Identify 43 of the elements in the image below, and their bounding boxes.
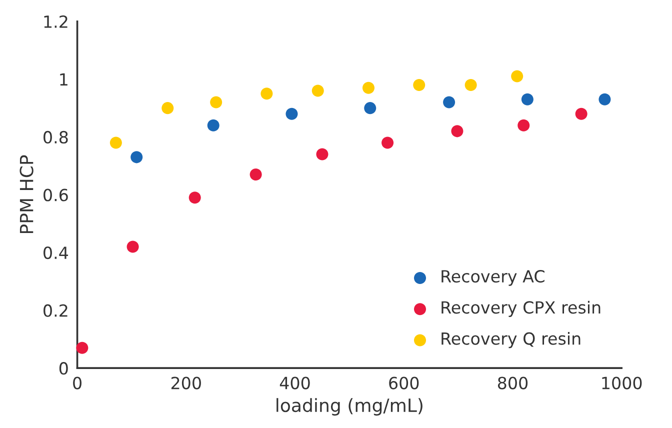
legend-label: Recovery AC	[442, 270, 544, 286]
point	[286, 108, 298, 120]
point	[76, 342, 88, 354]
point	[110, 136, 122, 149]
point	[598, 93, 611, 106]
y-tick-label: 0.6	[44, 188, 68, 202]
y-tick-label: 1.2	[44, 15, 68, 28]
point	[451, 125, 464, 138]
point	[126, 240, 139, 253]
point	[521, 93, 534, 106]
point	[188, 192, 201, 204]
point	[260, 88, 273, 100]
x-tick-label: 1000	[602, 376, 642, 390]
point	[312, 84, 324, 97]
point	[162, 102, 174, 114]
x-tick-label: 200	[171, 376, 201, 390]
point	[511, 70, 524, 82]
point	[443, 96, 456, 108]
point	[518, 119, 530, 132]
y-tick-label: 0	[59, 362, 68, 375]
y-tick-label: 1	[60, 73, 68, 86]
x-tick-label: 600	[389, 376, 419, 390]
y-tick-label: 0.8	[44, 130, 68, 144]
x-tick-label: 0	[73, 376, 82, 390]
point	[464, 78, 477, 91]
point	[364, 102, 376, 114]
point	[316, 148, 328, 160]
x-tick-label: 800	[498, 376, 528, 390]
point	[413, 78, 426, 91]
x-tick-label: 400	[280, 376, 310, 390]
y-tick-label: 0.2	[44, 304, 68, 317]
y-axis-title: PPM HCP	[20, 155, 34, 234]
point	[382, 136, 394, 149]
point	[250, 168, 262, 181]
point	[207, 119, 220, 132]
point	[130, 151, 143, 164]
point	[210, 96, 222, 108]
legend-label: Recovery Q resin	[442, 332, 580, 348]
point	[362, 82, 375, 94]
legend-label: Recovery CPX resin	[442, 300, 600, 317]
x-axis-title: loading (mg/mL)	[276, 398, 422, 416]
point	[575, 108, 588, 120]
y-tick-label: 0.4	[44, 246, 68, 260]
